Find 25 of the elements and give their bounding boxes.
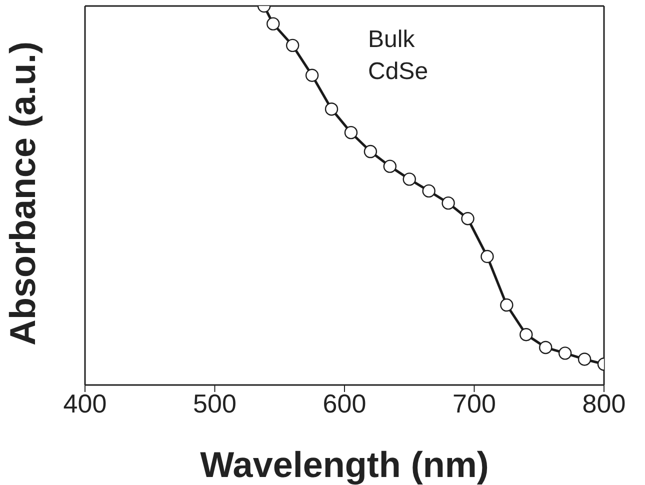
point [305, 68, 319, 82]
x-tick-label: 600 [322, 388, 366, 418]
point [422, 184, 436, 198]
point [578, 352, 592, 366]
annotation: Bulk CdSe [368, 25, 430, 87]
point [461, 212, 474, 226]
point [442, 196, 455, 210]
x-tick-label: 400 [63, 388, 107, 418]
y-axis-title: Absorbance (a.u.) [2, 41, 43, 346]
point [364, 144, 378, 158]
point [383, 160, 397, 173]
point [539, 340, 552, 354]
point [500, 298, 514, 312]
x-tick-label: 800 [582, 388, 626, 418]
x-axis-title: Wavelength (nm) [200, 444, 489, 485]
point [344, 126, 358, 140]
point [324, 102, 338, 116]
point [402, 172, 416, 186]
point [266, 17, 280, 30]
point [286, 38, 300, 52]
x-tick-label: 500 [193, 388, 236, 418]
x-tick-label: 700 [452, 388, 496, 418]
point [558, 346, 572, 360]
point [480, 250, 494, 264]
point [520, 328, 533, 342]
